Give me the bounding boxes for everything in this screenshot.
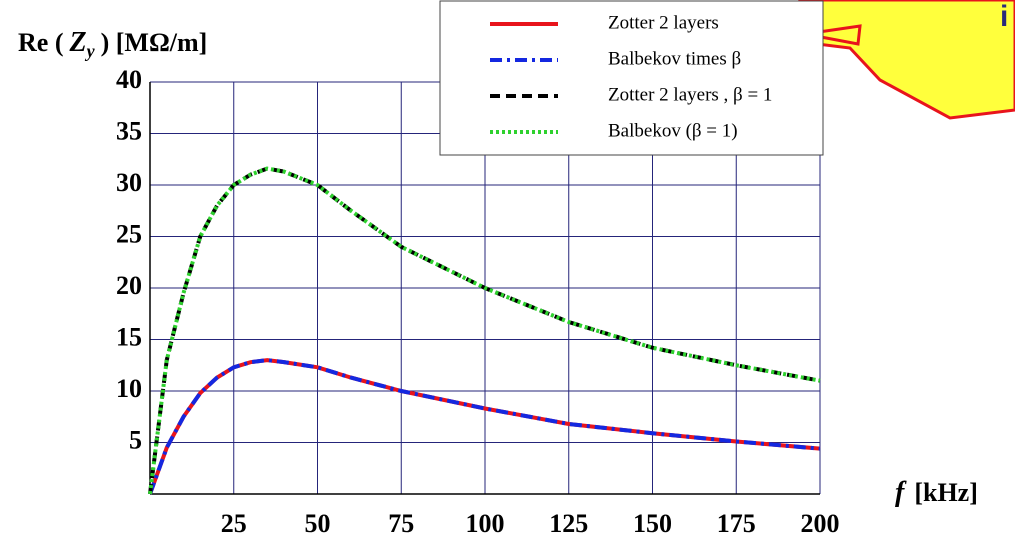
x-tick-label: 175 (717, 509, 756, 538)
series-line (148, 166, 821, 495)
callout-pointer (804, 24, 862, 46)
y-tick-label: 15 (116, 322, 142, 351)
y-tick-label: 10 (116, 374, 142, 403)
x-tick-label: 125 (549, 509, 588, 538)
series-line (148, 166, 821, 495)
x-tick-label: 100 (466, 509, 505, 538)
legend-box (439, 0, 824, 156)
x-tick-label: 150 (633, 509, 672, 538)
callout-text: i (1000, 0, 1008, 33)
legend-label: Zotter 2 layers (608, 12, 719, 33)
y-tick-label: 25 (116, 219, 142, 248)
x-tick-label: 25 (221, 509, 247, 538)
y-tick-label: 40 (116, 65, 142, 94)
x-tick-label: 75 (388, 509, 414, 538)
series-line (148, 358, 821, 495)
x-tick-label: 200 (801, 509, 840, 538)
y-tick-label: 20 (116, 271, 142, 300)
y-axis-label: Re (Zy) [MΩ/m] (18, 27, 207, 61)
legend-label: Balbekov times β (608, 48, 741, 69)
legend-label: Balbekov (β = 1) (608, 120, 738, 141)
y-tick-label: 30 (116, 168, 142, 197)
y-tick-label: 35 (116, 116, 142, 145)
y-tick-label: 5 (129, 425, 142, 454)
x-tick-label: 50 (305, 509, 331, 538)
legend-label: Zotter 2 layers , β = 1 (608, 84, 772, 105)
x-axis-label: f [kHz] (895, 477, 978, 508)
